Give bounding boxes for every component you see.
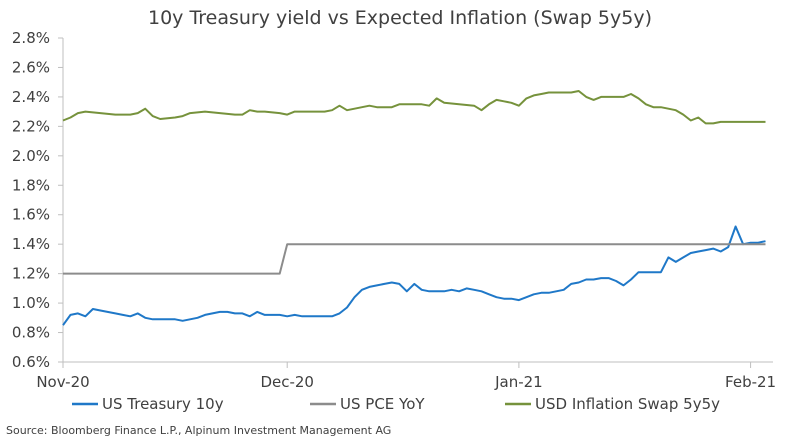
y-tick-label: 2.2% — [12, 117, 50, 135]
y-tick-label: 2.6% — [12, 58, 50, 76]
x-tick-label: Nov-20 — [36, 373, 89, 391]
x-axis-ticks: Nov-20 Dec-20 Jan-21 Feb-21 — [36, 362, 776, 391]
y-axis-ticks: 0.6% 0.8% 1.0% 1.2% 1.4% 1.6% 1.8% 2.0% 2.2% 2.4%… — [12, 29, 63, 371]
y-tick-label: 1.0% — [12, 294, 50, 312]
series-line-us-treasury-10y — [62, 225, 766, 326]
y-tick-label: 1.8% — [12, 176, 50, 194]
series-lines — [62, 90, 766, 326]
y-tick-label: 1.2% — [12, 265, 50, 283]
legend: US Treasury 10y US PCE YoY USD Inflation S… — [72, 395, 720, 413]
chart-title: 10y Treasury yield vs Expected Inflation… — [148, 7, 652, 29]
plot-area — [62, 38, 773, 363]
series-line-usd-inflation-swap-5y5y — [62, 90, 766, 125]
x-tick-label: Jan-21 — [494, 373, 543, 391]
source-note: Source: Bloomberg Finance L.P., Alpinum … — [6, 424, 391, 437]
legend-label: US Treasury 10y — [102, 395, 224, 413]
legend-label: US PCE YoY — [340, 395, 425, 413]
legend-label: USD Inflation Swap 5y5y — [535, 395, 720, 413]
y-tick-label: 2.0% — [12, 147, 50, 165]
x-tick-label: Dec-20 — [260, 373, 314, 391]
x-tick-label: Feb-21 — [725, 373, 776, 391]
series-line-us-pce-yoy — [63, 243, 766, 275]
y-tick-label: 2.8% — [12, 29, 50, 47]
y-tick-label: 0.6% — [12, 353, 50, 371]
y-tick-label: 1.6% — [12, 206, 50, 224]
y-tick-label: 1.4% — [12, 235, 50, 253]
y-tick-label: 0.8% — [12, 324, 50, 342]
y-tick-label: 2.4% — [12, 88, 50, 106]
